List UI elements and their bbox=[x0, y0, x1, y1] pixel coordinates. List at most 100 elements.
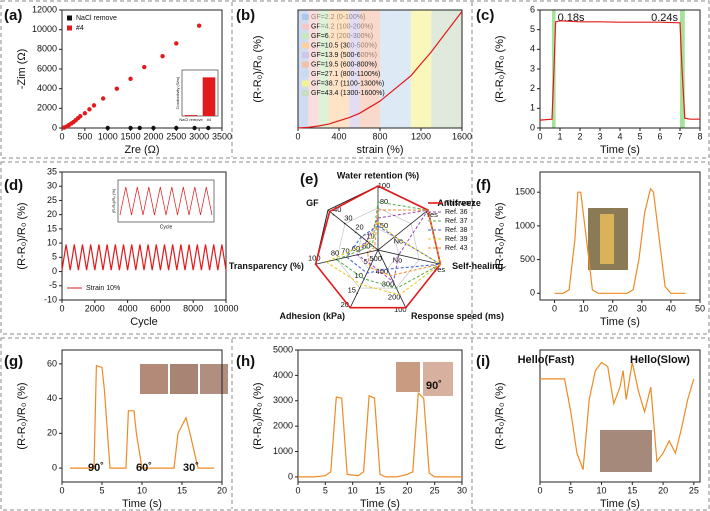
x-tick-label: 15 bbox=[627, 485, 637, 495]
plot-frame bbox=[539, 9, 701, 129]
inset-x-label: Cycle bbox=[160, 224, 173, 230]
legend-label: Ref. 38 bbox=[445, 227, 468, 234]
y-tick-label: 0 bbox=[288, 471, 293, 481]
x-tick-label: 10 bbox=[137, 485, 147, 495]
legend-swatch bbox=[302, 90, 309, 96]
panel-label: (d) bbox=[4, 177, 23, 194]
strain-band bbox=[308, 10, 319, 128]
radar-tick-label: 30 bbox=[344, 214, 352, 223]
data-point bbox=[160, 54, 165, 59]
radar-series bbox=[367, 209, 441, 277]
x-tick-label: 8000 bbox=[183, 303, 203, 313]
x-tick-label: 0 bbox=[537, 485, 542, 495]
panel-label: (e) bbox=[300, 171, 318, 188]
inset-category: NaCl remove bbox=[179, 117, 203, 122]
strain-band bbox=[298, 10, 309, 128]
x-tick-label: 5 bbox=[637, 131, 642, 141]
x-tick-label: 0 bbox=[537, 131, 542, 141]
x-tick-label: 8 bbox=[697, 131, 702, 141]
legend-label: GF=38.7 (1100-1300%) bbox=[311, 80, 384, 87]
x-tick-label: 20 bbox=[608, 303, 618, 313]
x-tick-label: 5 bbox=[99, 485, 104, 495]
y-tick-label: 15 bbox=[47, 223, 57, 233]
radar-tick-label: 80 bbox=[331, 249, 339, 258]
inset-y-label: Conductivity (S/m) bbox=[175, 76, 180, 109]
legend-swatch bbox=[302, 23, 309, 30]
radar-axis-label: Antifreeze bbox=[437, 198, 481, 208]
radar-tick bbox=[335, 258, 338, 261]
x-tick-label: 20 bbox=[658, 485, 668, 495]
row-frame bbox=[0, 161, 710, 335]
x-tick-label: 4000 bbox=[118, 303, 138, 313]
x-tick-label: 10000 bbox=[213, 303, 238, 313]
data-line bbox=[70, 364, 214, 469]
x-tick-label: 3000 bbox=[189, 131, 209, 141]
radar-tick-label: 20 bbox=[355, 223, 363, 232]
legend-marker bbox=[67, 25, 72, 31]
strain-band bbox=[349, 10, 360, 128]
legend-swatch bbox=[302, 80, 309, 87]
radar-spoke bbox=[327, 209, 379, 251]
x-tick-label: 400 bbox=[331, 131, 346, 141]
x-tick-label: 5 bbox=[323, 485, 328, 495]
inset-bar bbox=[184, 115, 198, 116]
plot-frame bbox=[61, 171, 227, 301]
x-tick-label: 4 bbox=[617, 131, 622, 141]
y-tick-label: 0 bbox=[52, 122, 57, 132]
y-tick-label: 8000 bbox=[37, 44, 57, 54]
radar-tick-label: 100 bbox=[308, 253, 321, 262]
inset-line bbox=[119, 186, 213, 216]
legend-swatch bbox=[302, 52, 309, 58]
legend-label: Ref. 43 bbox=[445, 245, 468, 252]
radar-tick-label: No bbox=[394, 236, 404, 245]
annotation: Hello(Fast) bbox=[518, 354, 575, 366]
data-point bbox=[142, 64, 147, 70]
y-tick-label: 1000 bbox=[273, 446, 293, 456]
legend-label: GF=27.1 (800-1100%) bbox=[311, 71, 380, 78]
y-tick-label: 2000 bbox=[37, 103, 57, 113]
x-axis-label: Zre (Ω) bbox=[124, 144, 159, 156]
plot-frame bbox=[539, 349, 701, 483]
data-point bbox=[137, 125, 142, 131]
radar-tick-label: 10 bbox=[366, 231, 374, 240]
x-tick-label: 20 bbox=[402, 485, 412, 495]
radar-axis-label: Water retention (%) bbox=[337, 170, 419, 180]
legend-swatch bbox=[302, 42, 309, 49]
x-axis-label: Cycle bbox=[130, 316, 158, 328]
y-tick-label: 6 bbox=[530, 4, 535, 14]
x-tick-label: 1 bbox=[557, 131, 562, 141]
x-tick-label: 7 bbox=[677, 131, 682, 141]
radar-tick-label: No bbox=[393, 256, 403, 265]
x-axis-label: Time (s) bbox=[600, 144, 640, 156]
radar-series bbox=[314, 185, 442, 309]
y-tick-label: 60 bbox=[47, 358, 57, 368]
response-label: 0.24s bbox=[651, 12, 678, 24]
data-point bbox=[174, 125, 179, 131]
y-tick-label: 4000 bbox=[273, 370, 293, 380]
photo bbox=[200, 364, 228, 394]
inset-frame bbox=[117, 179, 215, 223]
legend-label: GF=13.9 (500-600%) bbox=[311, 52, 377, 59]
y-tick-label: 5000 bbox=[273, 344, 293, 354]
inset-y-label: (R-R₀)/R₀ (%) bbox=[111, 188, 116, 213]
y-tick-label: 1500 bbox=[515, 187, 535, 197]
x-tick-label: 0 bbox=[552, 303, 557, 313]
x-axis-label: Time (s) bbox=[600, 316, 640, 328]
y-tick-label: 0 bbox=[52, 462, 57, 472]
y-tick-label: 30 bbox=[47, 181, 57, 191]
annotation: 60˚ bbox=[136, 462, 152, 474]
x-tick-label: 5 bbox=[568, 485, 573, 495]
x-tick-label: 15 bbox=[177, 485, 187, 495]
y-tick-label: 12000 bbox=[32, 4, 57, 14]
y-tick-label: 0 bbox=[530, 122, 535, 132]
data-line bbox=[554, 187, 686, 294]
legend-label: GF=19.5 (600-800%) bbox=[311, 61, 377, 68]
legend-label: GF=43.4 (1300-1600%) bbox=[311, 90, 385, 97]
photo bbox=[600, 214, 614, 264]
x-axis-label: Time (s) bbox=[122, 498, 162, 510]
annotation: Hello(Slow) bbox=[630, 354, 690, 366]
photos bbox=[140, 208, 652, 472]
radar-tick-label: 80 bbox=[380, 197, 388, 206]
x-tick-label: 500 bbox=[77, 131, 92, 141]
data-line bbox=[298, 391, 462, 478]
